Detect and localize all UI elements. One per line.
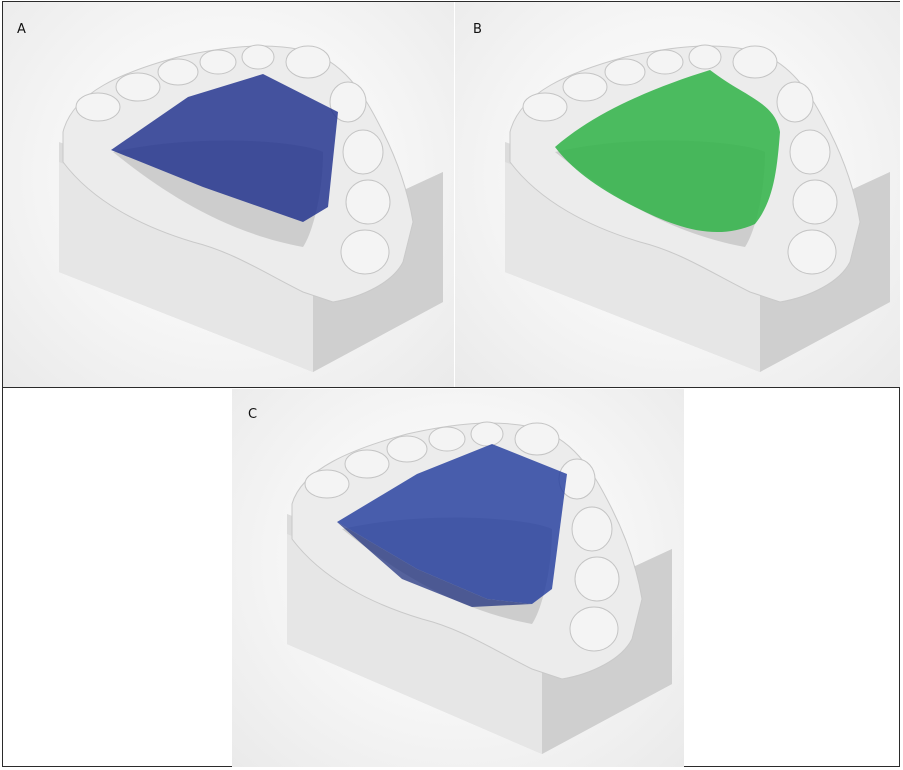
- dental-model-with-green-overlay: [505, 44, 890, 372]
- panel-b-label: B: [473, 22, 483, 37]
- palatal-overlay-shape: [111, 74, 338, 222]
- panel-c: C: [232, 389, 684, 767]
- panel-b: B: [455, 2, 900, 388]
- palatal-overlay-shape: [555, 70, 780, 233]
- dental-model-with-blue-overlay-c: [287, 421, 672, 754]
- panel-a: A: [3, 2, 454, 388]
- panel-a-label: A: [17, 22, 27, 37]
- horizontal-divider: [2, 387, 900, 388]
- palatal-overlay-shape: [337, 444, 567, 604]
- dental-model-with-blue-overlay: [59, 44, 443, 372]
- panel-c-label: C: [248, 407, 258, 422]
